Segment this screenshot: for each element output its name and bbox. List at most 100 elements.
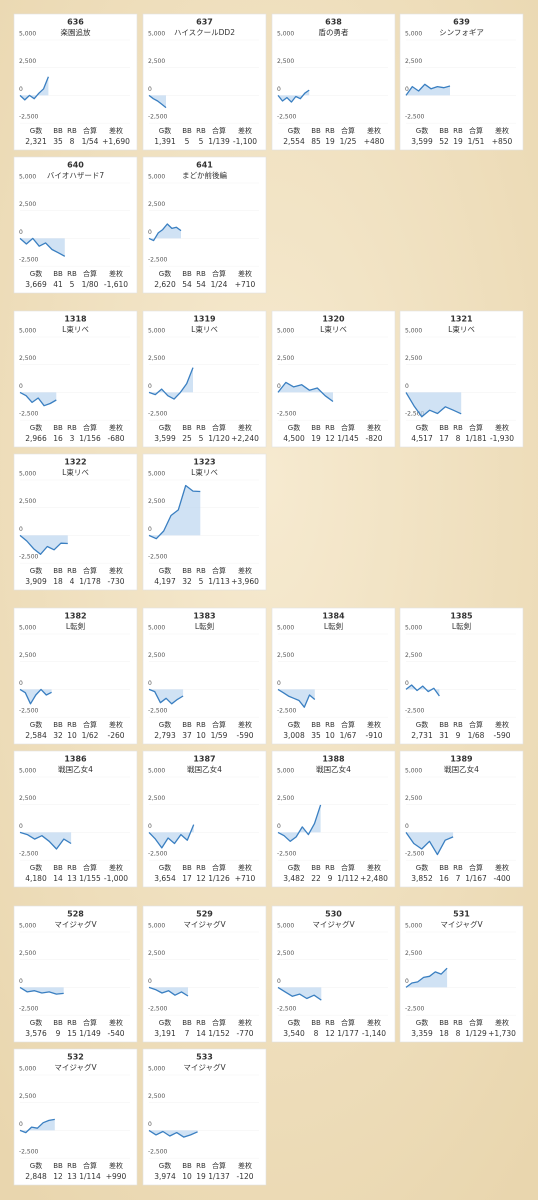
machine-name: L東リベ [62, 467, 89, 477]
stat-value: 1/152 [208, 1029, 230, 1038]
stat-value: -770 [236, 1029, 253, 1038]
y-tick-label: 5,000 [277, 31, 294, 38]
y-tick-label: 0 [405, 680, 409, 687]
stat-value: +710 [235, 280, 256, 289]
stat-header: BB [53, 424, 63, 432]
stat-value: 16 [439, 874, 449, 883]
y-tick-label: 5,000 [148, 174, 165, 181]
stat-header: RB [196, 1019, 206, 1027]
stat-header: 合算 [83, 566, 97, 575]
stat-value: 25 [182, 434, 192, 443]
card-bg [271, 750, 396, 888]
stat-value: 5 [70, 280, 75, 289]
data-line [277, 986, 322, 1001]
area-fill [149, 485, 201, 539]
stat-header: BB [53, 270, 63, 278]
stat-value: 12 [325, 434, 335, 443]
stat-value: 41 [53, 280, 63, 289]
data-line [148, 94, 167, 109]
stat-header: 差枚 [495, 126, 509, 135]
stat-value: 14 [196, 1029, 206, 1038]
stat-value: 1/112 [337, 874, 359, 883]
card-bg [142, 310, 267, 448]
stat-value: +3,960 [231, 577, 259, 586]
stat-header: G数 [30, 126, 42, 135]
area-fill [149, 689, 184, 704]
stat-value: 1/145 [337, 434, 359, 443]
stat-value: 17 [182, 874, 192, 883]
machine-name: マイジャグV [54, 919, 97, 929]
stat-value: 4 [70, 577, 75, 586]
card-bg [13, 905, 138, 1043]
stat-value: 85 [311, 137, 321, 146]
stat-header: G数 [30, 269, 42, 278]
y-tick-label: 2,500 [148, 795, 165, 802]
data-line [405, 83, 451, 96]
y-tick-label: 0 [277, 383, 281, 390]
y-tick-label: 5,000 [19, 471, 36, 478]
stat-value: 1/51 [468, 137, 485, 146]
y-tick-label: -2,500 [148, 411, 168, 418]
y-tick-label: 2,500 [19, 355, 36, 362]
y-tick-label: 2,500 [19, 652, 36, 659]
y-tick-label: 2,500 [19, 1093, 36, 1100]
stat-value: -730 [107, 577, 124, 586]
stat-header: RB [453, 424, 463, 432]
y-tick-label: -2,500 [277, 114, 297, 121]
stat-value: 3,191 [154, 1029, 176, 1038]
stat-header: BB [53, 721, 63, 729]
machine-number: 1387 [193, 755, 215, 764]
stat-value: 1/181 [465, 434, 487, 443]
stat-value: +480 [364, 137, 385, 146]
y-tick-label: 2,500 [148, 498, 165, 505]
stat-value: 1/129 [465, 1029, 487, 1038]
y-tick-label: 2,500 [405, 950, 422, 957]
y-tick-label: -2,500 [148, 1006, 168, 1013]
machine-number: 1321 [450, 315, 473, 324]
stat-value: 1/139 [208, 137, 230, 146]
stat-header: RB [196, 864, 206, 872]
stat-value: 5 [185, 137, 190, 146]
stat-header: 合算 [83, 423, 97, 432]
stat-header: 差枚 [367, 863, 381, 872]
stat-value: 3,974 [154, 1172, 176, 1181]
y-tick-label: 0 [19, 229, 23, 236]
y-tick-label: 0 [19, 1121, 23, 1128]
machine-name: 戦国乙女4 [58, 764, 93, 774]
stat-value: 1/59 [211, 731, 228, 740]
stat-value: -820 [365, 434, 382, 443]
y-tick-label: -2,500 [19, 554, 39, 561]
stat-header: 差枚 [109, 863, 123, 872]
stat-value: -1,930 [490, 434, 514, 443]
stat-value: 14 [53, 874, 63, 883]
stat-value: 3,576 [25, 1029, 47, 1038]
stat-header: 差枚 [367, 1018, 381, 1027]
stat-header: 差枚 [495, 720, 509, 729]
y-tick-label: 0 [277, 86, 281, 93]
y-tick-label: -2,500 [277, 1006, 297, 1013]
stat-header: RB [196, 1162, 206, 1170]
stat-value: 3,482 [283, 874, 305, 883]
machine-number: 1382 [64, 612, 86, 621]
stat-header: G数 [416, 1018, 428, 1027]
stat-header: RB [67, 270, 77, 278]
data-line [148, 367, 194, 400]
stat-value: 1/120 [208, 434, 230, 443]
stat-value: 1/167 [465, 874, 487, 883]
stat-value: -1,100 [233, 137, 257, 146]
stat-value: 3,909 [25, 577, 47, 586]
stat-value: 4,517 [411, 434, 433, 443]
y-tick-label: 0 [277, 680, 281, 687]
card-bg [13, 453, 138, 591]
card-bg [399, 750, 524, 888]
stat-header: G数 [30, 423, 42, 432]
machine-name: 楽園追放 [61, 27, 91, 37]
